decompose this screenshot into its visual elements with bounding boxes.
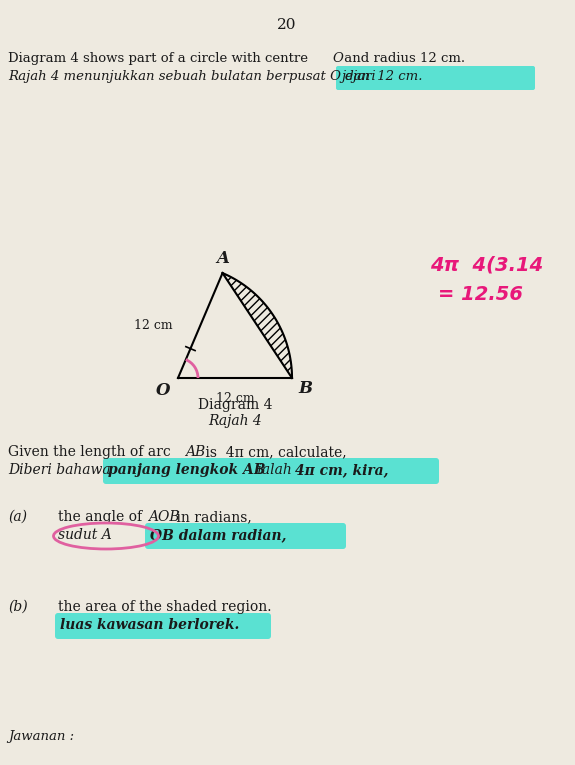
- Text: Jawanan :: Jawanan :: [8, 730, 74, 743]
- Text: (b): (b): [8, 600, 28, 614]
- Text: is  4π cm, calculate,: is 4π cm, calculate,: [201, 445, 347, 459]
- Text: sudut A: sudut A: [58, 528, 112, 542]
- Text: 12 cm: 12 cm: [216, 392, 254, 405]
- Text: O: O: [155, 382, 170, 399]
- Text: Rajah 4 menunjukkan sebuah bulatan berpusat O dan: Rajah 4 menunjukkan sebuah bulatan berpu…: [8, 70, 374, 83]
- Text: panjang lengkok AB: panjang lengkok AB: [108, 463, 266, 477]
- Text: OB dalam radian,: OB dalam radian,: [150, 528, 286, 542]
- Text: in radians,: in radians,: [172, 510, 252, 524]
- FancyBboxPatch shape: [103, 458, 439, 484]
- Text: the angle of: the angle of: [58, 510, 147, 524]
- Text: 4π  4(3.14: 4π 4(3.14: [430, 255, 543, 274]
- Text: the area of the shaded region.: the area of the shaded region.: [58, 600, 271, 614]
- Text: 12 cm: 12 cm: [133, 319, 172, 332]
- Text: and radius 12 cm.: and radius 12 cm.: [340, 52, 465, 65]
- Text: A: A: [216, 250, 229, 267]
- Text: B: B: [298, 380, 312, 397]
- Text: 12 cm.: 12 cm.: [373, 70, 423, 83]
- FancyBboxPatch shape: [336, 66, 535, 90]
- Text: 20: 20: [277, 18, 297, 32]
- Text: Rajah 4: Rajah 4: [208, 414, 262, 428]
- Text: ialah: ialah: [253, 463, 296, 477]
- Text: jejari: jejari: [341, 70, 375, 83]
- Text: AB: AB: [185, 445, 205, 459]
- Text: Diberi bahawa: Diberi bahawa: [8, 463, 115, 477]
- Text: (a): (a): [8, 510, 27, 524]
- Text: O: O: [332, 52, 343, 65]
- Text: Diagram 4: Diagram 4: [198, 398, 272, 412]
- Text: luas kawasan berlorek.: luas kawasan berlorek.: [60, 618, 239, 632]
- Text: Diagram 4 shows part of a circle with centre: Diagram 4 shows part of a circle with ce…: [8, 52, 312, 65]
- Text: 4π cm, kira,: 4π cm, kira,: [295, 463, 389, 477]
- FancyBboxPatch shape: [145, 523, 346, 549]
- FancyBboxPatch shape: [55, 613, 271, 639]
- Text: Given the length of arc: Given the length of arc: [8, 445, 175, 459]
- Text: = 12.56: = 12.56: [438, 285, 523, 304]
- Text: AOB: AOB: [148, 510, 179, 524]
